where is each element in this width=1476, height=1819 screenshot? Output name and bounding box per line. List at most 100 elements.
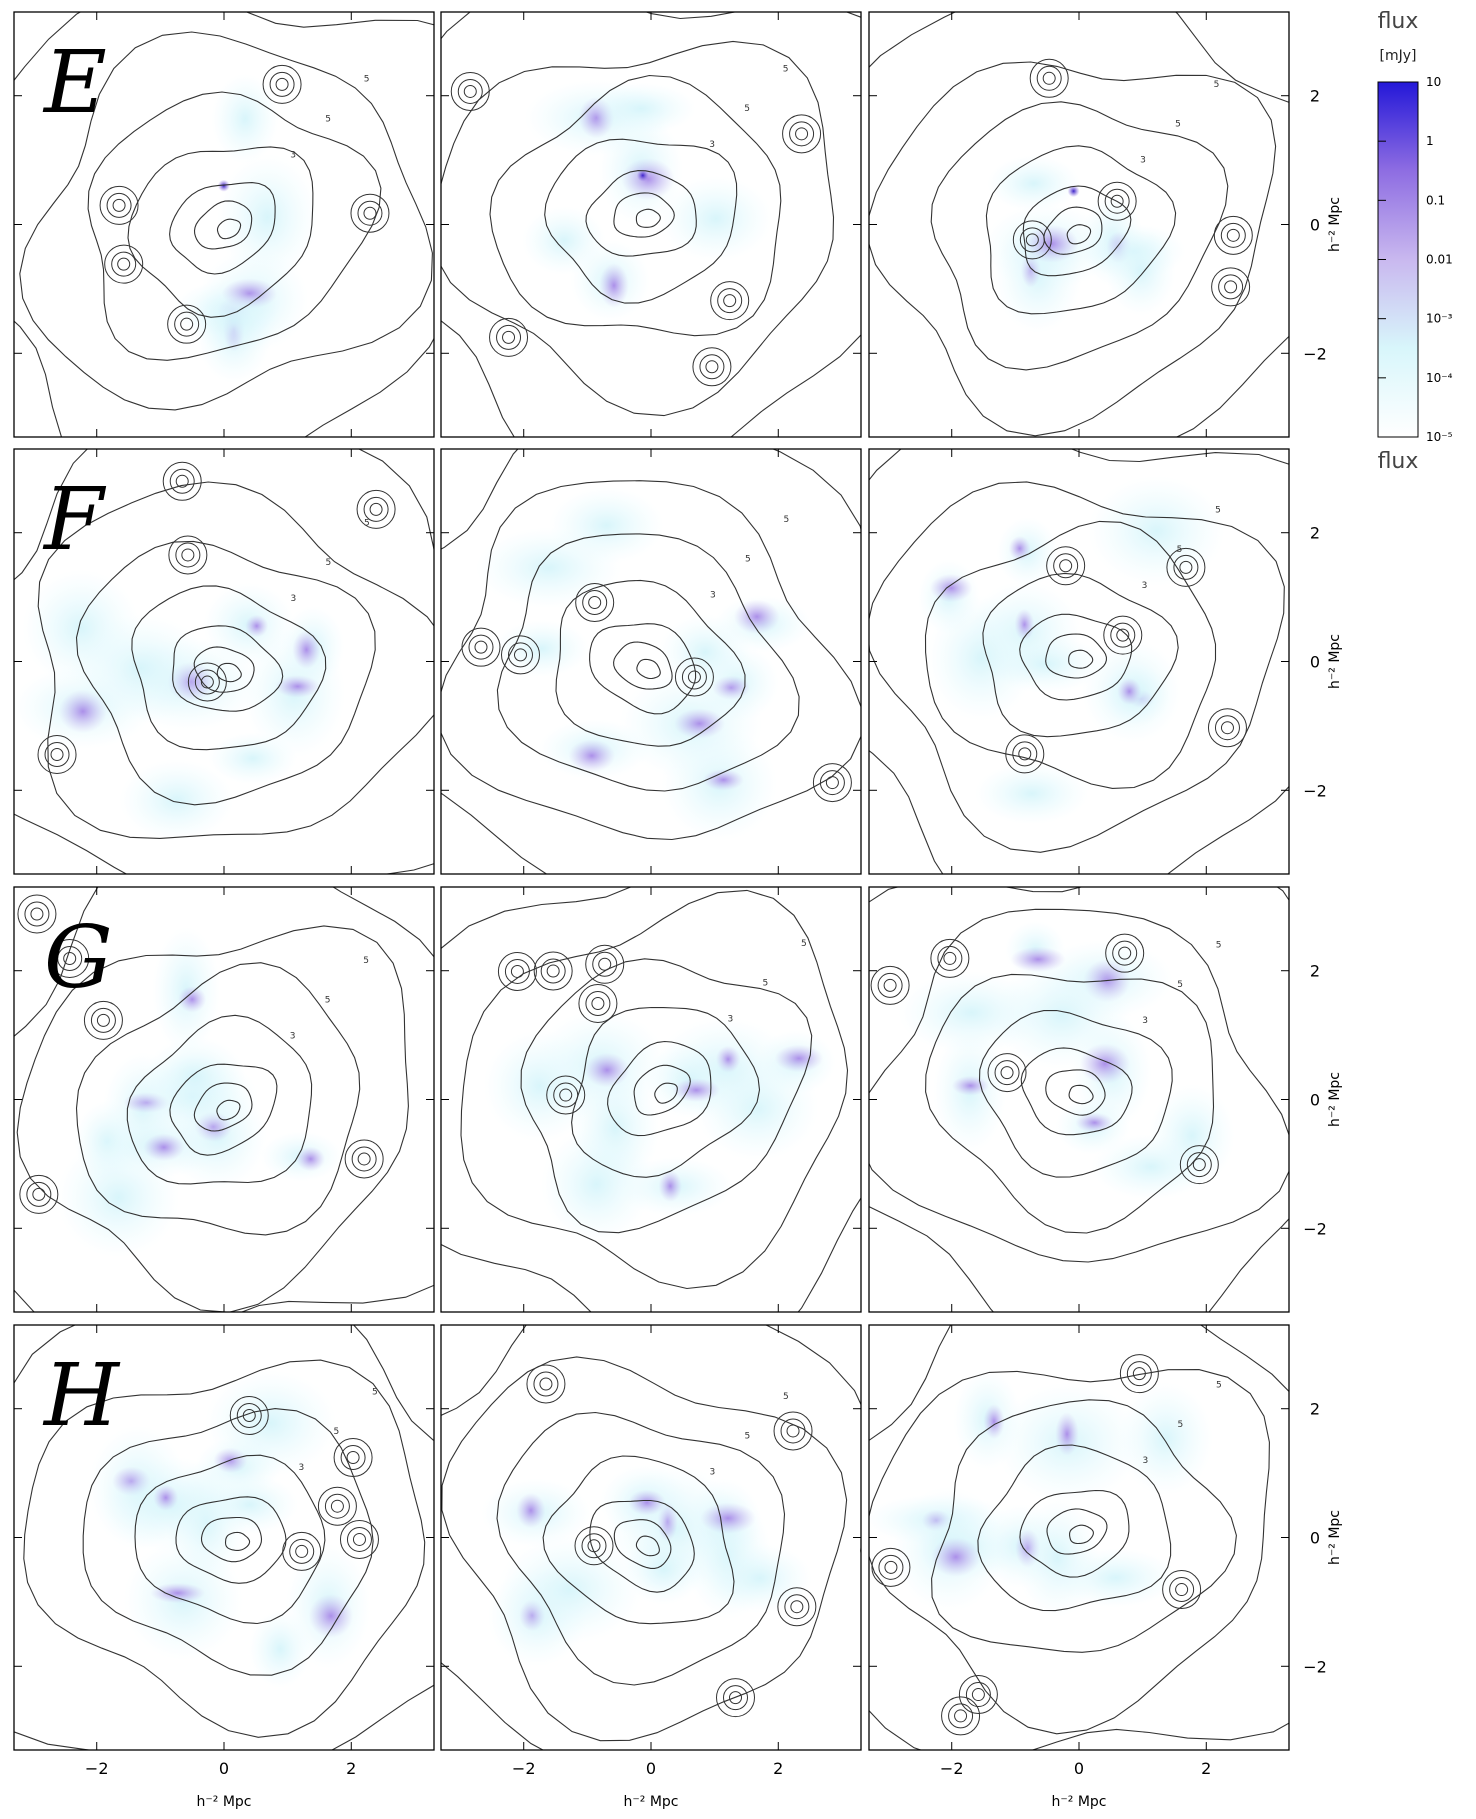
contour-level-label: 3 <box>1142 1016 1148 1026</box>
contour-ring <box>1025 233 1039 247</box>
panel-h-1: 5 3 5 H −2 0 2 h⁻² Mpc <box>13 1324 435 1810</box>
row-label-e: E <box>42 33 107 133</box>
flux-haze <box>586 82 697 135</box>
contour-level-label: 3 <box>710 591 716 601</box>
contour-ring <box>500 635 540 675</box>
contour-ring <box>1046 546 1086 586</box>
contour-line <box>1019 1489 1130 1578</box>
contour-ring <box>1211 267 1251 307</box>
contour-ring <box>106 192 132 218</box>
contour-ring <box>1226 228 1240 242</box>
contour-ring <box>540 958 566 984</box>
contour-ring <box>356 489 396 529</box>
contour-ring <box>96 1013 110 1027</box>
panel-f-2: 5 3 5 <box>440 448 862 875</box>
contour-line <box>14 449 434 874</box>
contour-ring <box>194 669 220 695</box>
contour-ring <box>819 770 845 796</box>
contour-level-label: 3 <box>290 594 296 604</box>
contour-line <box>1068 1084 1094 1105</box>
flux-peak <box>1067 185 1080 198</box>
colorbar-tick-label: 10⁻⁴ <box>1426 371 1453 385</box>
flux-source <box>1010 946 1066 973</box>
contour-level-label: 5 <box>1215 505 1221 515</box>
flux-haze <box>70 614 211 723</box>
contour-level-label: 3 <box>1140 156 1146 166</box>
contour-ring <box>295 1544 309 1558</box>
contour-ring <box>352 1532 366 1546</box>
contour-ring <box>1169 1577 1195 1603</box>
contour-level-label: 5 <box>334 1427 340 1437</box>
contour-ring <box>474 640 488 654</box>
flux-source <box>143 1133 185 1162</box>
flux-haze <box>1149 1084 1235 1188</box>
contour-ring <box>104 244 144 284</box>
contour-line <box>14 1325 434 1750</box>
colorbar: flux [mJy] 10 1 0.1 0.01 10⁻³ 10⁻⁴ 10⁻⁵ flux <box>1377 9 1453 474</box>
contour-ring <box>533 951 573 991</box>
y-tick-label: −2 <box>1303 781 1327 800</box>
contour-ring <box>167 304 207 344</box>
contour-ring <box>1097 181 1137 221</box>
x-axis-label: h⁻² Mpc <box>1052 1794 1107 1810</box>
contour-level-label: 5 <box>762 978 768 988</box>
flux-source <box>673 708 726 739</box>
contour-line <box>589 623 697 715</box>
contour-ring <box>363 206 377 220</box>
contour-ring <box>1220 222 1246 248</box>
contour-line <box>216 662 242 683</box>
contour-ring <box>773 1411 813 1451</box>
contour-level-label: 3 <box>727 1014 733 1024</box>
flux-haze <box>987 155 1080 212</box>
flux-haze <box>624 1533 704 1605</box>
contour-ring <box>1036 65 1062 91</box>
contour-line <box>200 1516 263 1563</box>
flux-haze <box>494 620 590 678</box>
flux-source <box>1117 677 1142 706</box>
contour-ring <box>1005 734 1045 774</box>
contour-ring <box>1105 933 1145 973</box>
contour-ring <box>174 311 200 337</box>
contour-level-label: 3 <box>1143 1456 1149 1466</box>
contour-line <box>931 1399 1237 1653</box>
y-tick-label: 0 <box>1310 1529 1320 1548</box>
contour-line <box>1066 224 1092 245</box>
flux-haze <box>145 1036 246 1118</box>
x-tick-label: 2 <box>773 1759 783 1778</box>
contour-level-label: 5 <box>325 114 331 124</box>
contour-ring <box>357 200 383 226</box>
contour-ring <box>871 1547 911 1587</box>
panel-grid: 5 3 5 E 5 3 5 5 3 5 −2 0 2 h⁻² Mpc 5 3 5 F 5 3 5 5 3 5 −2 0 2 h⁻² M… <box>13 11 1343 1810</box>
contour-level-label: 5 <box>1177 545 1183 555</box>
flux-source <box>658 1170 682 1203</box>
contour-line <box>193 200 253 250</box>
contour-ring <box>884 1560 898 1574</box>
contour-ring <box>930 938 970 978</box>
contour-ring <box>587 1539 601 1553</box>
contour-line <box>1019 613 1133 701</box>
contour-ring <box>169 468 195 494</box>
contour-ring <box>546 964 560 978</box>
contour-ring <box>581 1533 607 1559</box>
contour-line <box>589 1499 695 1593</box>
x-tick-label: −2 <box>512 1759 536 1778</box>
contour-ring <box>1132 1367 1146 1381</box>
contour-line <box>441 12 861 437</box>
contour-ring <box>585 990 611 1016</box>
contour-ring <box>795 127 809 141</box>
flux-haze <box>119 759 234 842</box>
contour-ring <box>489 317 529 357</box>
contour-ring <box>510 964 524 978</box>
contour-line <box>542 1455 735 1625</box>
contour-ring <box>344 1139 384 1179</box>
contour-ring <box>715 1678 755 1718</box>
contour-ring <box>339 1519 379 1559</box>
contour-ring <box>502 330 516 344</box>
contour-ring <box>789 121 815 147</box>
panel-g-3: 5 3 5 −2 0 2 h⁻² Mpc <box>868 886 1343 1313</box>
contour-ring <box>463 84 477 98</box>
contour-line <box>924 520 1217 789</box>
contour-line <box>75 962 361 1236</box>
y-tick-label: −2 <box>1303 344 1327 363</box>
contour-level-label: 3 <box>290 1031 296 1041</box>
